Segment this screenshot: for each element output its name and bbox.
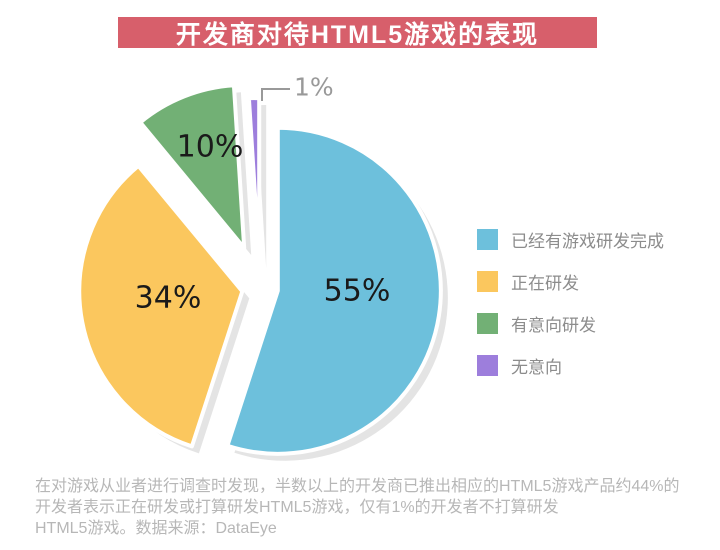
- legend-item-4: 无意向: [477, 355, 664, 377]
- legend-item-2: 正在研发: [477, 271, 664, 293]
- legend-swatch: [477, 355, 498, 376]
- chart-legend: 已经有游戏研发完成 正在研发有意向研发无意向: [477, 229, 664, 377]
- pie-chart: 55% 34% 10% 1%: [77, 73, 448, 461]
- chart-title: 开发商对待HTML5游戏的表现: [175, 20, 540, 49]
- legend-swatch: [477, 271, 498, 292]
- slice-value-label: 10%: [177, 130, 244, 165]
- footer-line: HTML5游戏。数据来源：DataEye: [35, 520, 277, 537]
- chart-title-banner: 开发商对待HTML5游戏的表现: [118, 17, 597, 49]
- footer-line: 开发者表示正在研发或打算研发HTML5游戏，仅有1%的开发者不打算研发: [35, 499, 559, 516]
- slice-value-label: 55%: [324, 274, 391, 309]
- callout-value-label: 1%: [294, 73, 334, 102]
- legend-label: 已经有游戏研发完成: [511, 232, 664, 251]
- footer-note: 在对游戏从业者进行调查时发现，半数以上的开发商已推出相应的HTML5游戏产品约4…: [35, 476, 695, 539]
- legend-item-1: 已经有游戏研发完成: [477, 229, 664, 251]
- legend-item-3: 有意向研发: [477, 313, 664, 335]
- legend-label: 正在研发: [511, 274, 579, 293]
- pie-slice-2: [77, 163, 245, 449]
- callout-line: [261, 88, 290, 101]
- legend-swatch: [477, 313, 498, 334]
- legend-swatch: [477, 229, 498, 250]
- legend-label: 有意向研发: [511, 316, 596, 335]
- pie-slice-1: [225, 125, 443, 456]
- pie-slice-4: [246, 95, 262, 263]
- pie-slice-3: [138, 83, 247, 250]
- legend-label: 无意向: [511, 358, 562, 377]
- footer-line: 在对游戏从业者进行调查时发现，半数以上的开发商已推出相应的HTML5游戏产品约4…: [35, 478, 680, 495]
- slice-value-label: 34%: [135, 281, 202, 316]
